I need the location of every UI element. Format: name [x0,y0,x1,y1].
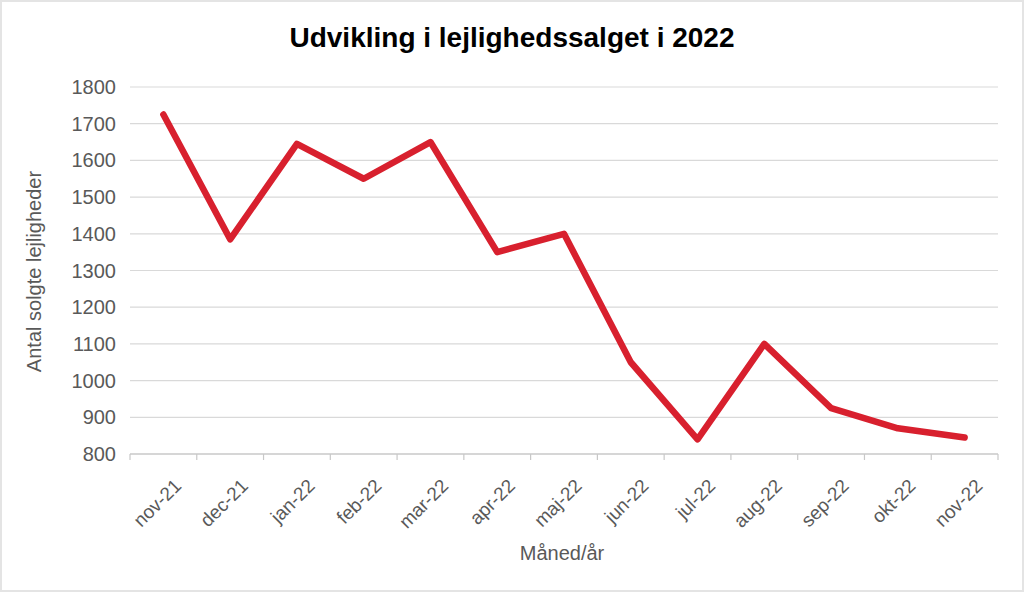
x-tick-label: jan-22 [266,475,319,528]
x-tick-label: jun-22 [600,475,653,528]
x-tick-label: aug-22 [729,475,786,532]
x-tick-label: apr-22 [465,475,519,529]
plot-area: 800 900 1000 1100 1200 1300 1400 1500 1600 1700 18… [2,2,1024,592]
y-tick-label: 1600 [72,149,117,171]
y-tick-label: 800 [83,443,116,465]
x-tick-label: dec-21 [196,475,252,531]
x-tick-label: sep-22 [797,475,853,531]
data-line-series [163,115,964,440]
chart-container: Udvikling i lejlighedssalget i 2022 Anta… [0,0,1024,592]
x-tick-label: maj-22 [530,475,586,531]
y-tick-label: 1400 [72,223,117,245]
y-tick-label: 1100 [73,333,116,355]
y-tick-label: 1700 [72,113,117,135]
x-tick-label: nov-22 [931,475,987,531]
y-tick-label: 900 [83,406,116,428]
y-tick-label: 1800 [72,76,117,98]
x-tick-label: nov-21 [129,475,185,531]
x-tick-label: mar-22 [395,475,452,532]
y-tick-label: 1500 [72,186,117,208]
x-tick-label: jul-22 [671,475,719,523]
y-tick-label: 1200 [72,296,117,318]
y-tick-label: 1000 [72,370,117,392]
x-tick-label: okt-22 [867,475,919,527]
y-tick-label: 1300 [72,260,117,282]
x-tick-label: feb-22 [333,475,386,528]
